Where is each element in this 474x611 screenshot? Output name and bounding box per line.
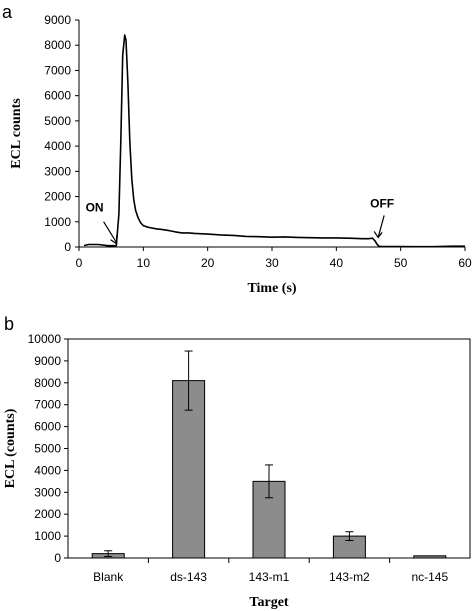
panel-b-category-label: Blank [93,570,124,584]
panel-a-y-tick-label: 7000 [44,63,71,77]
panel-a-on-arrowhead [110,235,118,245]
panel-a-x-tick-label: 10 [137,256,151,270]
panel-b-category-label: 143-m2 [329,570,370,584]
panel-a-x-axis-title: Time (s) [247,281,296,296]
panel-b-bar [413,555,447,559]
panel-b-y-tick-label: 7000 [34,398,61,412]
panel-a-x-tick-label: 0 [76,256,83,270]
panel-a-x-tick-label: 40 [330,256,344,270]
panel-b-y-tick-label: 10000 [28,332,62,346]
panel-b-category-label: nc-145 [411,570,448,584]
panel-a-y-tick-label: 9000 [44,13,71,27]
panel-a-y-tick-label: 4000 [44,139,71,153]
panel-a-label: a [2,2,13,22]
panel-b-y-tick-label: 3000 [34,485,61,499]
panel-b-category-label: 143-m1 [249,570,290,584]
panel-a-x-tick-label: 60 [458,256,472,270]
panel-a-y-tick-label: 3000 [44,164,71,178]
panel-b-y-tick-label: 4000 [34,463,61,477]
panel-a-annotation-on: ON [86,201,104,215]
panel-b-y-tick-label: 6000 [34,420,61,434]
panel-b-label: b [4,314,14,334]
panel-b-y-tick-label: 0 [54,551,61,565]
panel-a-y-tick-label: 6000 [44,89,71,103]
panel-a-annotation-off: OFF [370,196,394,210]
panel-a-off-arrowhead [373,231,383,239]
panel-a-x-tick-label: 20 [201,256,215,270]
panel-b-y-axis-title: ECL (counts) [3,408,18,488]
panel-a-y-tick-label: 2000 [44,190,71,204]
panel-a-x-tick-label: 50 [394,256,408,270]
panel-b-category-label: ds-143 [170,570,207,584]
panel-a-on-arrow-shaft [103,221,118,244]
panel-b-y-tick-label: 8000 [34,376,61,390]
panel-b-y-tick-label: 5000 [34,442,61,456]
panel-a-series-line [83,34,465,248]
panel-a-y-axis-title: ECL counts [9,98,24,169]
panel-a-y-tick-label: 0 [64,240,71,254]
panel-a-y-tick-label: 8000 [44,38,71,52]
panel-a-off-arrow-shaft [377,215,385,238]
panel-a-y-tick-label: 1000 [44,215,71,229]
panel-b-y-tick-label: 2000 [34,507,61,521]
panel-b-x-axis-title: Target [249,595,288,610]
panel-b-y-tick-label: 9000 [34,354,61,368]
panel-a-x-tick-label: 30 [265,256,279,270]
panel-a-y-tick-label: 5000 [44,114,71,128]
panel-b-y-tick-label: 1000 [34,529,61,543]
